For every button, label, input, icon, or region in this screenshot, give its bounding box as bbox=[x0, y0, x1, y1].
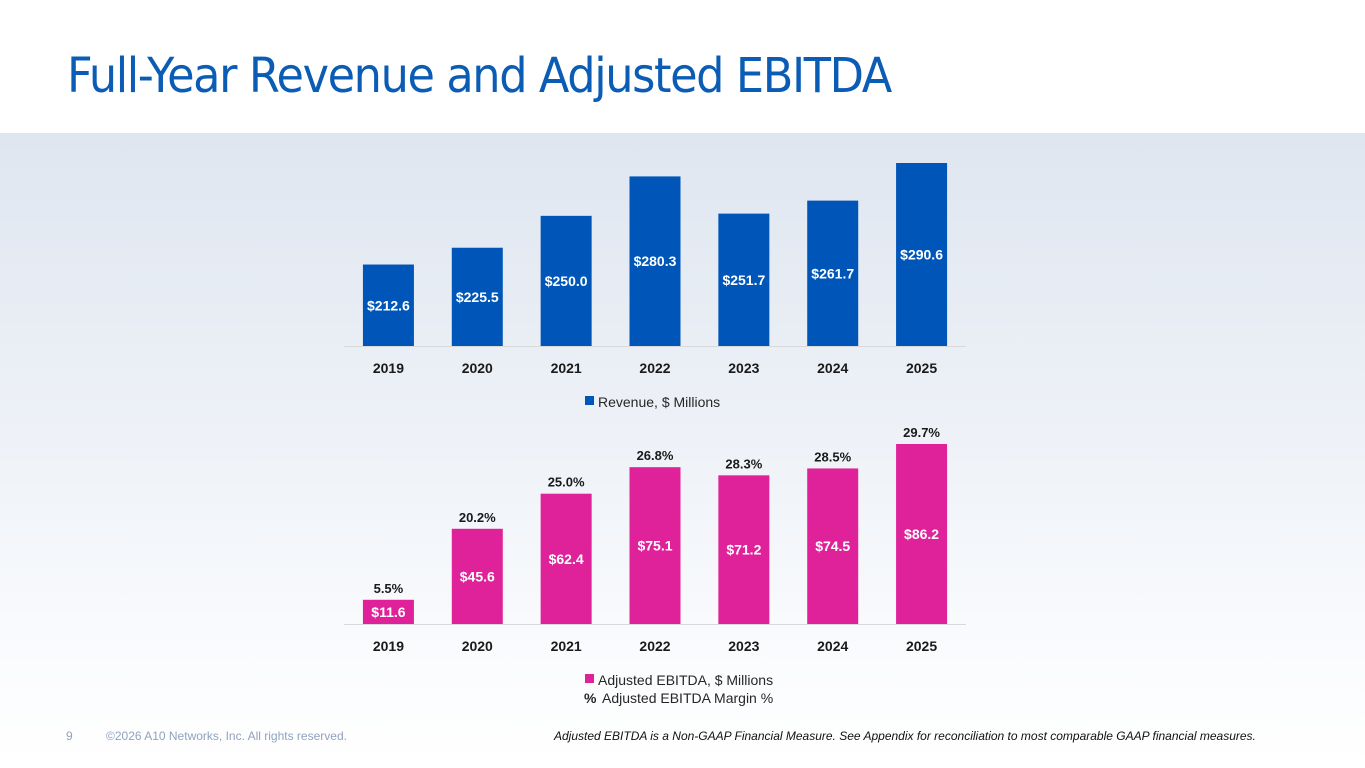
ebitda-category-label: 2023 bbox=[728, 638, 759, 654]
ebitda-margin-label: 28.3% bbox=[725, 456, 762, 471]
legend-swatch-revenue bbox=[585, 396, 594, 405]
chart-background-band bbox=[0, 133, 1365, 768]
ebitda-category-label: 2025 bbox=[906, 638, 937, 654]
revenue-category-label: 2021 bbox=[551, 360, 582, 376]
revenue-value-label: $261.7 bbox=[811, 265, 854, 281]
revenue-bar-2024 bbox=[807, 200, 859, 346]
revenue-bar-2022 bbox=[629, 176, 681, 346]
ebitda-margin-label: 25.0% bbox=[548, 475, 585, 490]
ebitda-category-label: 2019 bbox=[373, 638, 404, 654]
legend-swatch-ebitda bbox=[585, 674, 594, 683]
ebitda-bar-2020 bbox=[451, 528, 503, 624]
ebitda-value-label: $62.4 bbox=[549, 551, 584, 567]
revenue-value-label: $251.7 bbox=[722, 272, 765, 288]
slide-header: Full-Year Revenue and Adjusted EBITDA bbox=[0, 0, 1365, 133]
revenue-value-label: $212.6 bbox=[367, 297, 410, 313]
revenue-category-label: 2020 bbox=[462, 360, 493, 376]
ebitda-margin-label: 20.2% bbox=[459, 510, 496, 525]
footnote: Adjusted EBITDA is a Non-GAAP Financial … bbox=[554, 729, 1256, 743]
ebitda-category-label: 2020 bbox=[462, 638, 493, 654]
ebitda-category-label: 2024 bbox=[817, 638, 848, 654]
legend-label-margin: Adjusted EBITDA Margin % bbox=[602, 690, 773, 706]
ebitda-value-label: $11.6 bbox=[371, 604, 405, 620]
ebitda-bar-2025 bbox=[896, 444, 948, 624]
ebitda-bar-2024 bbox=[807, 468, 859, 624]
revenue-chart: $212.6 2019 $225.5 2020 $250.0 2021 $280.3 2022… bbox=[344, 163, 966, 410]
revenue-bar-2019 bbox=[362, 264, 414, 346]
revenue-value-label: $280.3 bbox=[634, 253, 677, 269]
page-number: 9 bbox=[66, 729, 73, 743]
revenue-bar-2020 bbox=[451, 247, 503, 346]
copyright: ©2026 A10 Networks, Inc. All rights rese… bbox=[106, 729, 347, 743]
legend-symbol-margin: % bbox=[584, 690, 597, 706]
ebitda-margin-label: 29.7% bbox=[903, 425, 940, 440]
ebitda-bar-2023 bbox=[718, 475, 770, 624]
revenue-category-label: 2023 bbox=[728, 360, 759, 376]
legend-label-revenue: Revenue, $ Millions bbox=[598, 394, 720, 410]
revenue-category-label: 2022 bbox=[639, 360, 670, 376]
revenue-category-label: 2024 bbox=[817, 360, 848, 376]
page-title: Full-Year Revenue and Adjusted EBITDA bbox=[67, 48, 892, 104]
ebitda-margin-label: 28.5% bbox=[814, 449, 851, 464]
revenue-category-label: 2025 bbox=[906, 360, 937, 376]
revenue-value-label: $225.5 bbox=[456, 289, 499, 305]
ebitda-value-label: $71.2 bbox=[726, 542, 761, 558]
ebitda-value-label: $45.6 bbox=[460, 568, 495, 584]
revenue-bar-2021 bbox=[540, 215, 592, 346]
ebitda-chart: $11.6 2019 $45.6 2020 $62.4 2021 $75.1 2022 $71.… bbox=[344, 425, 966, 706]
legend-label-ebitda: Adjusted EBITDA, $ Millions bbox=[598, 672, 773, 688]
ebitda-bar-2021 bbox=[540, 493, 592, 624]
ebitda-margin-label: 26.8% bbox=[637, 448, 674, 463]
ebitda-category-label: 2021 bbox=[551, 638, 582, 654]
ebitda-margin-label: 5.5% bbox=[374, 581, 404, 596]
revenue-category-label: 2019 bbox=[373, 360, 404, 376]
revenue-value-label: $290.6 bbox=[900, 247, 943, 263]
ebitda-category-label: 2022 bbox=[639, 638, 670, 654]
revenue-bar-2025 bbox=[896, 163, 948, 346]
ebitda-bar-2019 bbox=[362, 599, 414, 624]
revenue-bar-2023 bbox=[718, 213, 770, 346]
ebitda-value-label: $74.5 bbox=[815, 538, 850, 554]
ebitda-value-label: $86.2 bbox=[904, 526, 939, 542]
ebitda-bar-2022 bbox=[629, 467, 681, 624]
revenue-value-label: $250.0 bbox=[545, 273, 588, 289]
ebitda-value-label: $75.1 bbox=[637, 538, 672, 554]
